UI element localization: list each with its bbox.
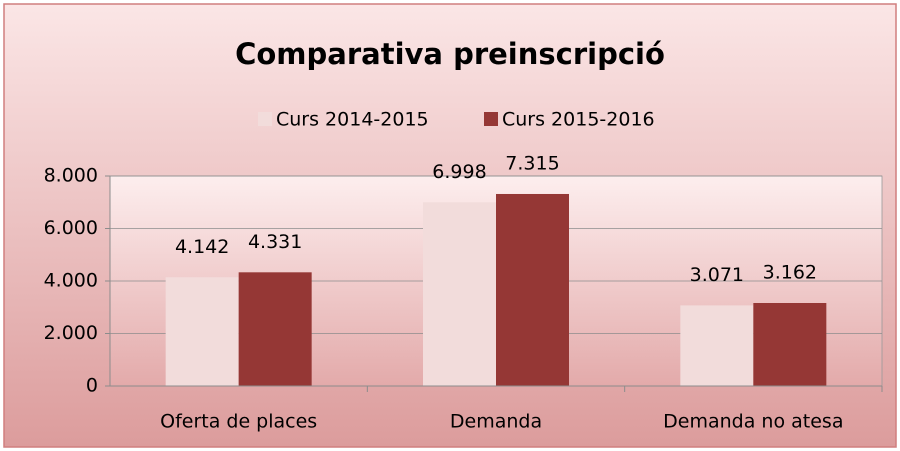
- data-label: 3.071: [690, 264, 744, 286]
- y-tick-label: 4.000: [44, 270, 98, 292]
- legend-label: Curs 2014-2015: [276, 109, 429, 131]
- data-label: 4.142: [175, 236, 229, 258]
- x-tick-label: Oferta de places: [160, 411, 317, 433]
- x-tick-label: Demanda: [450, 411, 542, 433]
- legend-swatch: [484, 112, 498, 126]
- legend-label: Curs 2015-2016: [502, 109, 655, 131]
- bar: [423, 202, 496, 386]
- data-label: 7.315: [505, 152, 559, 174]
- y-tick-label: 6.000: [44, 217, 98, 239]
- y-tick-label: 2.000: [44, 322, 98, 344]
- bar: [165, 277, 239, 386]
- legend-swatch: [258, 112, 272, 126]
- data-label: 3.162: [763, 261, 817, 283]
- y-tick-label: 8.000: [44, 165, 98, 187]
- bar: [680, 305, 754, 386]
- x-tick-label: Demanda no atesa: [663, 411, 843, 433]
- bar: [238, 272, 312, 386]
- data-label: 6.998: [432, 161, 486, 183]
- y-tick-label: 0: [86, 375, 98, 397]
- data-label: 4.331: [248, 231, 302, 253]
- bar: [496, 193, 569, 386]
- chart-title: Comparativa preinscripció: [235, 37, 665, 71]
- bar: [753, 302, 827, 386]
